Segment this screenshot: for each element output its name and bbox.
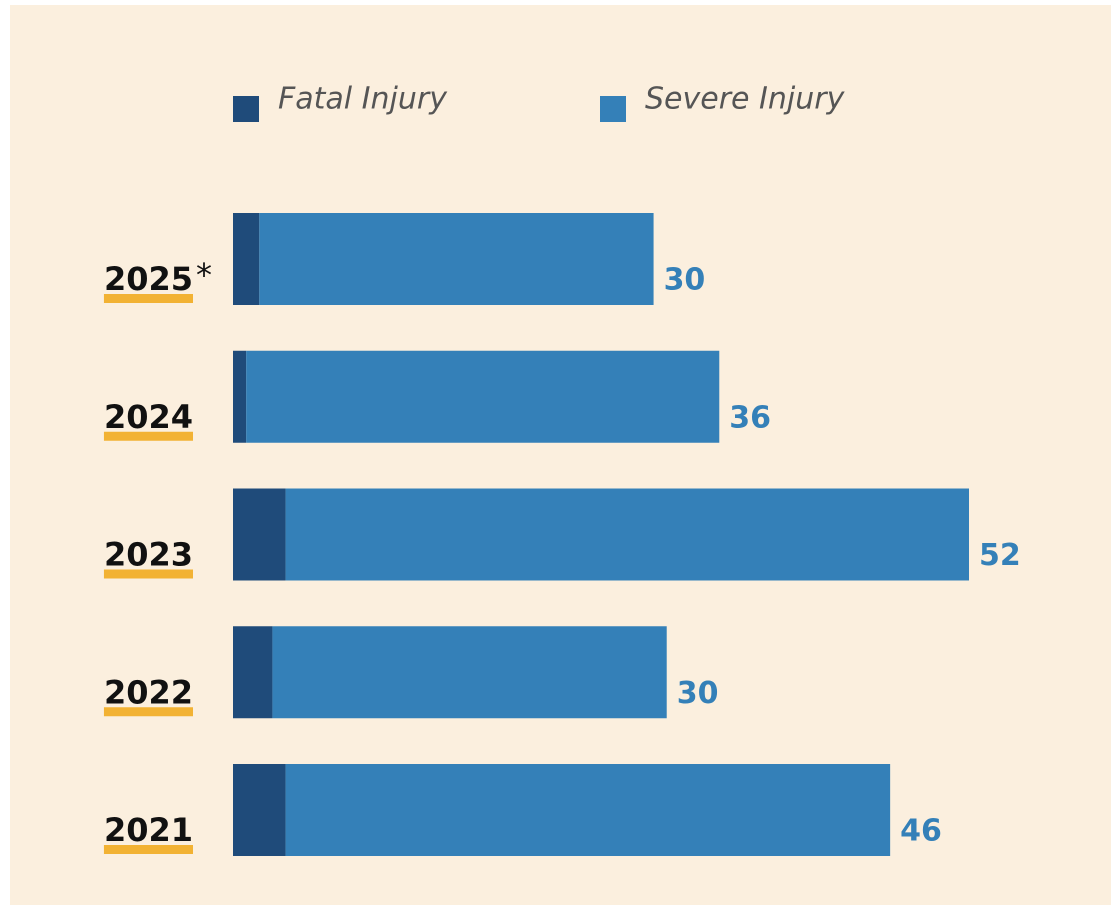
category-label: 2025: [104, 260, 193, 298]
annotation: *: [196, 256, 212, 294]
legend-label: Severe Injury: [645, 82, 846, 117]
category-label: 2024: [104, 398, 193, 436]
bar-segment: [272, 626, 667, 719]
bar-segment: [233, 626, 273, 719]
category-label: 2021: [104, 811, 193, 849]
severe-value-label: 30: [677, 676, 719, 711]
label-highlight: [103, 569, 193, 579]
category-label: 2023: [104, 536, 193, 574]
bar-segment: [233, 488, 286, 581]
label-highlight: [103, 431, 193, 441]
bar-segment: [285, 764, 891, 856]
severe-value-label: 52: [979, 538, 1021, 573]
legend-swatch: [233, 96, 259, 122]
severe-value-label: 30: [664, 263, 706, 298]
background: [10, 5, 1111, 905]
severe-value-label: 36: [729, 400, 771, 435]
severe-value-label: 46: [900, 814, 942, 849]
bar-segment: [233, 764, 286, 856]
label-highlight: [103, 707, 193, 717]
label-highlight: [103, 294, 193, 303]
label-highlight: [103, 845, 193, 854]
category-label: 2022: [104, 673, 193, 711]
bar-segment: [233, 213, 260, 305]
legend-swatch: [600, 96, 626, 122]
bar-segment: [246, 350, 720, 443]
bar-segment: [233, 350, 247, 443]
bar-segment: [285, 488, 970, 581]
bar-segment: [259, 213, 654, 305]
legend-label: Fatal Injury: [278, 82, 448, 117]
